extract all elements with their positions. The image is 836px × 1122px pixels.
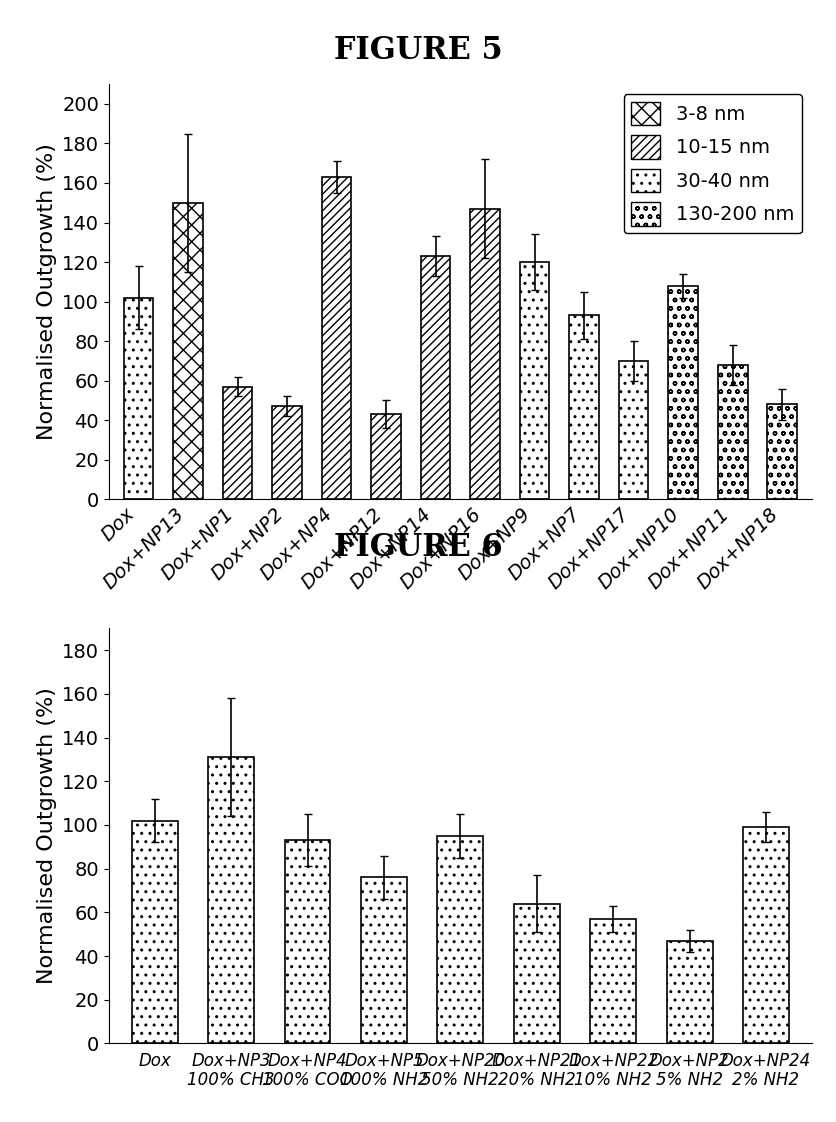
Bar [470,209,499,499]
Bar [666,940,711,1043]
Bar [568,315,599,499]
Bar [717,365,747,499]
Bar [421,256,450,499]
Bar [618,361,648,499]
Y-axis label: Normalised Outgrowth (%): Normalised Outgrowth (%) [37,688,57,984]
Bar [589,919,635,1043]
Bar [222,387,252,499]
Bar [321,177,351,499]
Bar [131,820,177,1043]
Bar [284,840,330,1043]
Text: FIGURE 5: FIGURE 5 [334,35,502,66]
Bar [272,406,302,499]
Legend: 3-8 nm, 10-15 nm, 30-40 nm, 130-200 nm: 3-8 nm, 10-15 nm, 30-40 nm, 130-200 nm [623,94,801,233]
Bar [173,203,202,499]
Bar [208,757,253,1043]
Bar [360,877,406,1043]
Bar [667,286,697,499]
Bar [742,827,788,1043]
Bar [513,903,559,1043]
Text: FIGURE 6: FIGURE 6 [334,532,502,563]
Bar [767,404,796,499]
Bar [519,263,548,499]
Y-axis label: Normalised Outgrowth (%): Normalised Outgrowth (%) [37,144,57,440]
Bar [124,297,153,499]
Bar [437,836,482,1043]
Bar [371,414,400,499]
